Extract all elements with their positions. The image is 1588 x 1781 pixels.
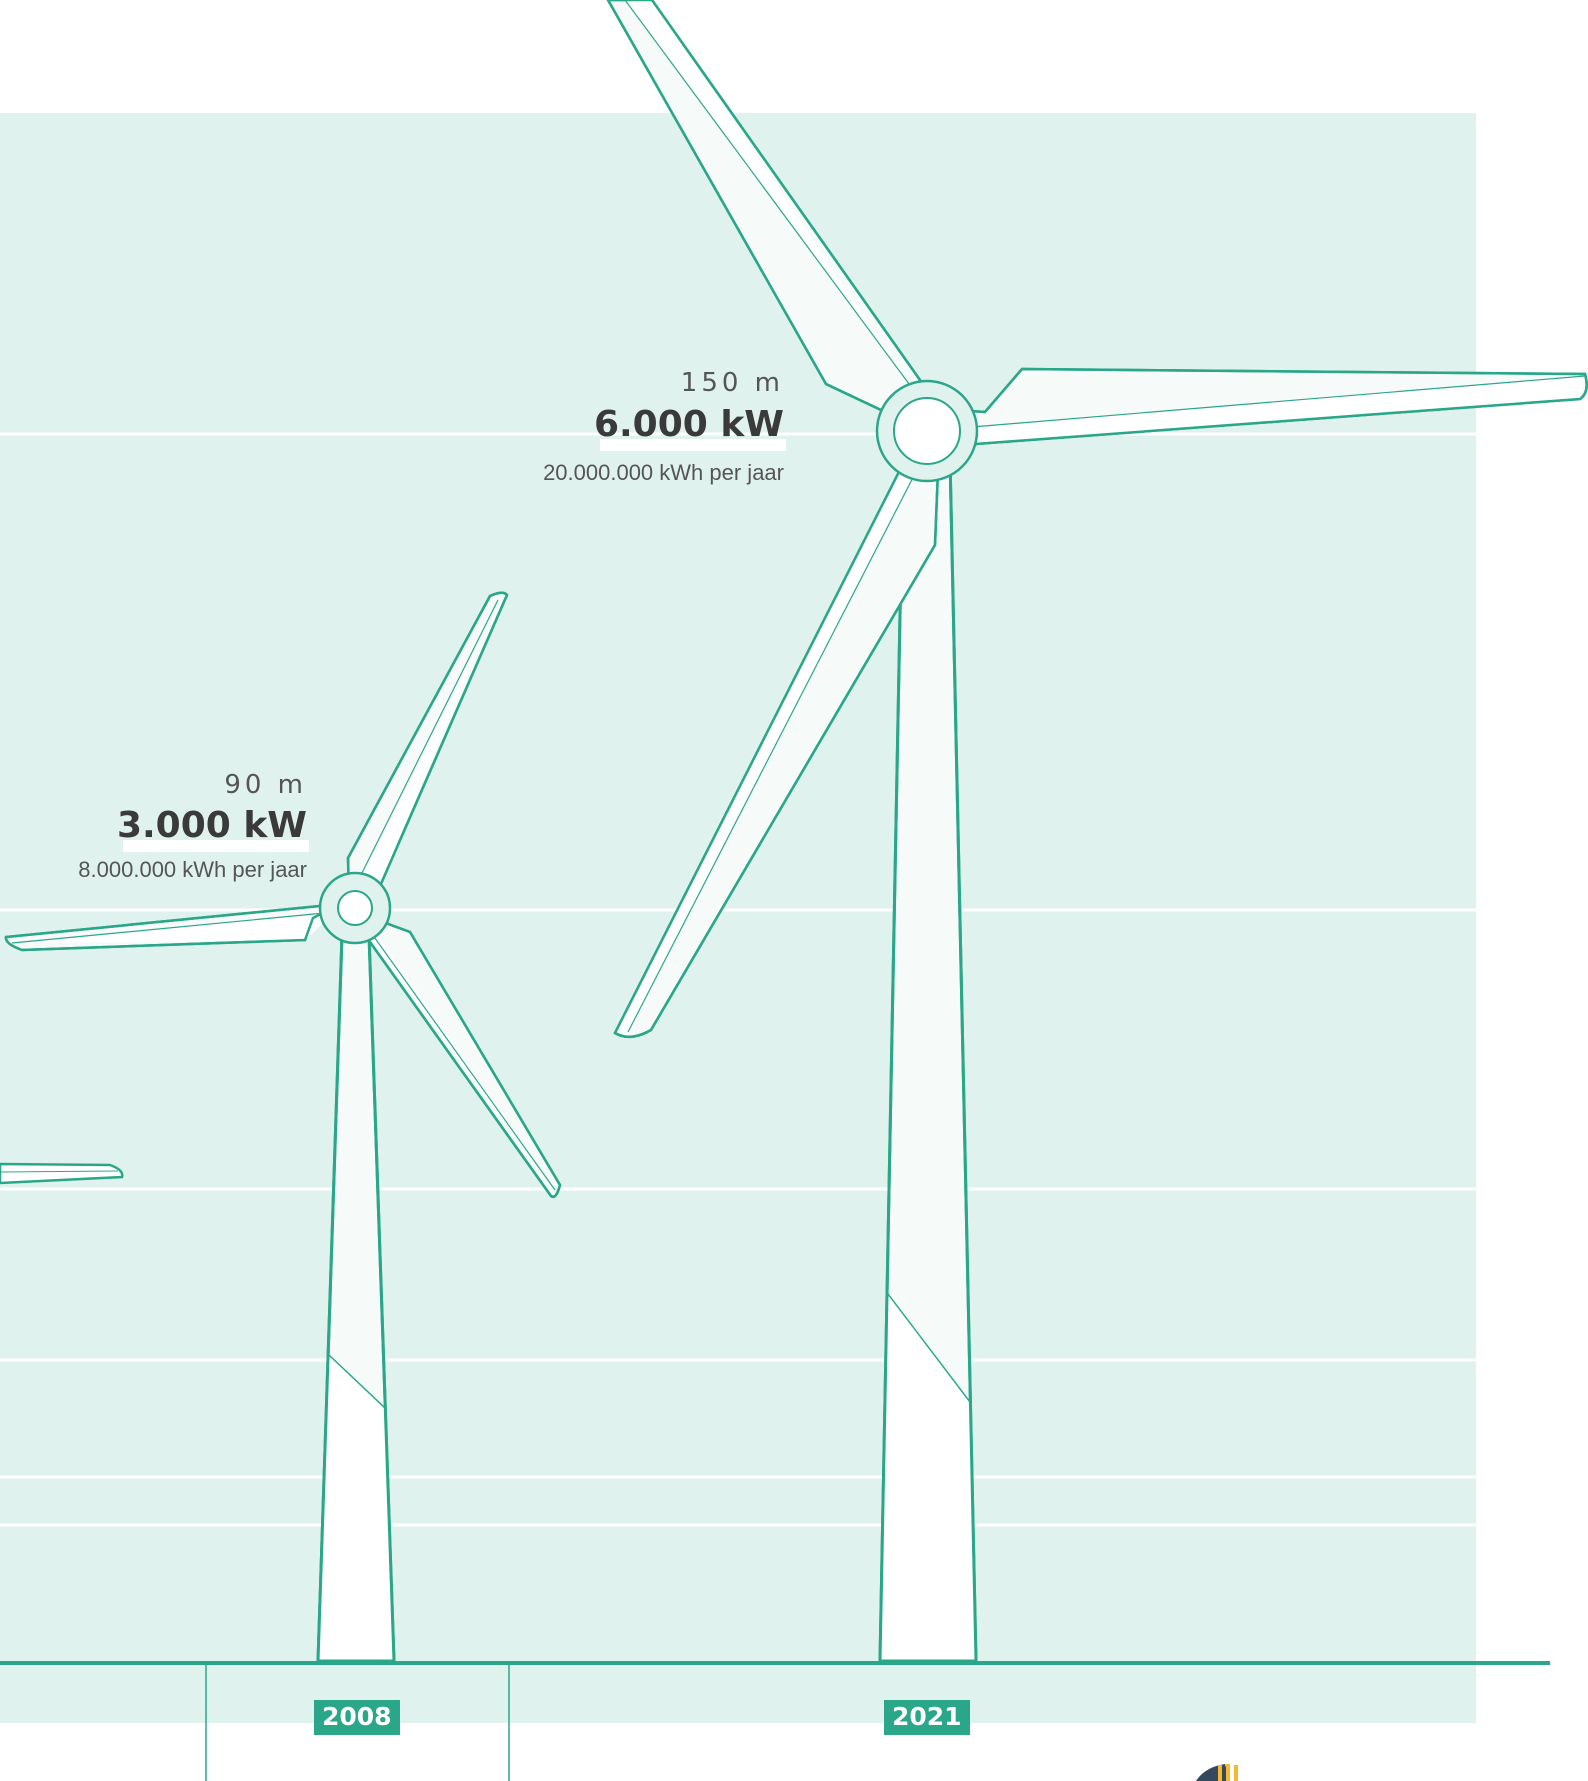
gridlines <box>0 432 1476 1527</box>
power-value-2008: 3.000 kW <box>116 805 307 846</box>
power-label-2008: 3.000 kW <box>116 805 309 852</box>
year-badge-2008: 2008 <box>314 1700 400 1735</box>
energy-label-2008: 8.000.000 kWh per jaar <box>78 857 307 882</box>
power-label-2021: 6.000 kW <box>593 404 786 451</box>
turbine-2008 <box>4 591 562 1663</box>
height-label-2021: 150 m <box>680 368 784 398</box>
power-value-2021: 6.000 kW <box>593 404 784 445</box>
height-label-2008: 90 m <box>224 770 307 800</box>
turbine-2021 <box>606 0 1588 1663</box>
year-badge-2021: 2021 <box>884 1700 970 1735</box>
partial-figure-corner <box>1196 1764 1238 1781</box>
energy-label-2021: 20.000.000 kWh per jaar <box>543 460 784 485</box>
partial-turbine-blade <box>0 1162 124 1185</box>
